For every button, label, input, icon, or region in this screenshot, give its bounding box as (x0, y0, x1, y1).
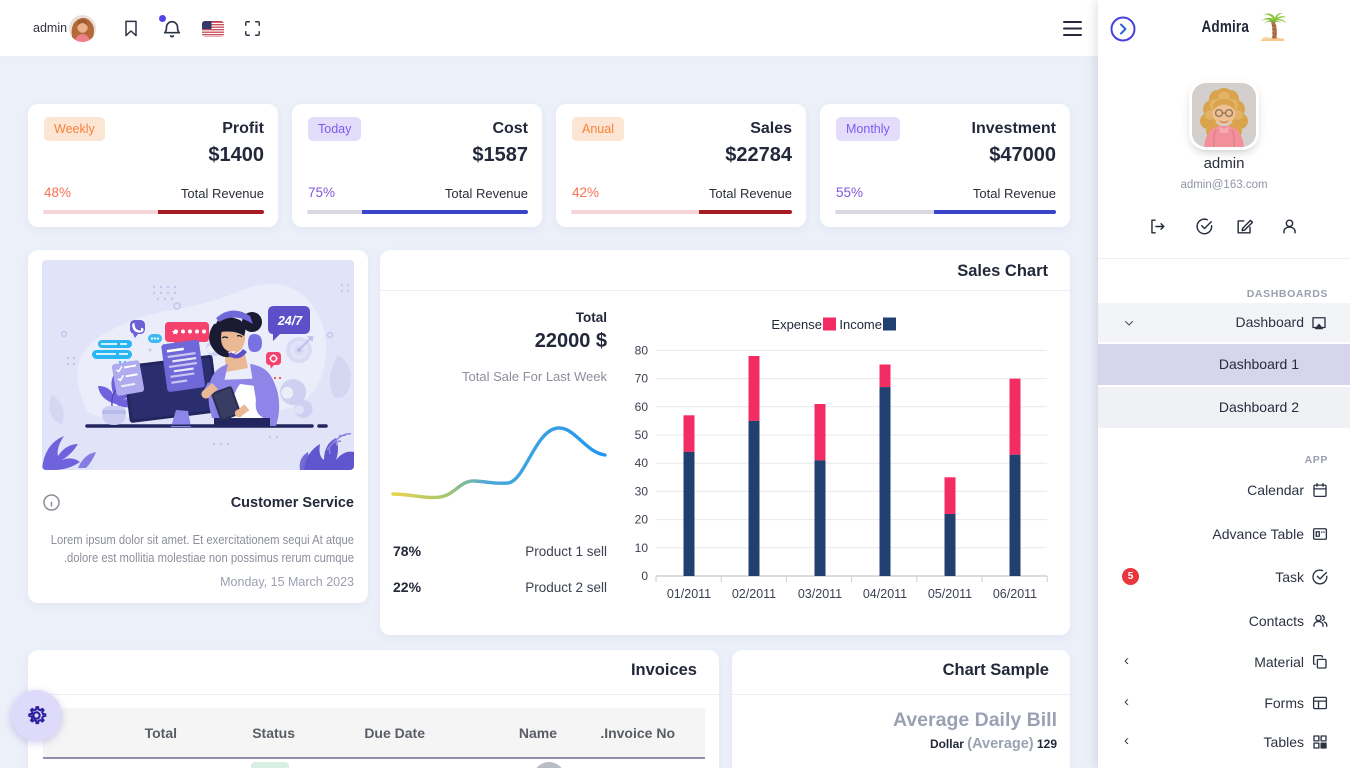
svg-text:Expense: Expense (771, 317, 822, 332)
svg-text:03/2011: 03/2011 (798, 587, 842, 601)
svg-text:01/2011: 01/2011 (667, 587, 711, 601)
svg-text:02/2011: 02/2011 (732, 587, 776, 601)
svg-text:30: 30 (635, 484, 649, 498)
svg-text:10: 10 (635, 541, 649, 555)
svg-text:04/2011: 04/2011 (863, 587, 907, 601)
svg-text:50: 50 (635, 428, 649, 442)
svg-text:40: 40 (635, 456, 649, 470)
svg-text:80: 80 (635, 343, 649, 357)
svg-text:60: 60 (635, 400, 649, 414)
svg-text:20: 20 (635, 513, 649, 527)
svg-text:70: 70 (635, 372, 649, 386)
svg-text:24/7: 24/7 (277, 314, 303, 328)
svg-text:Income: Income (839, 317, 882, 332)
svg-text:06/2011: 06/2011 (993, 587, 1037, 601)
svg-text:05/2011: 05/2011 (928, 587, 972, 601)
svg-text:0: 0 (641, 569, 648, 583)
